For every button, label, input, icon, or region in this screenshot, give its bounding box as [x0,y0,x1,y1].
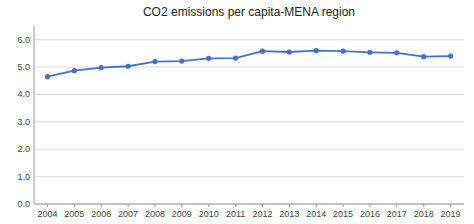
x-tick-label: 2017 [387,209,407,219]
x-tick-label: 2016 [360,209,380,219]
x-tick-label: 2011 [226,209,245,219]
y-tick-label: 0.0 [17,199,30,209]
y-tick-label: 6.0 [17,35,30,45]
grid-line [34,39,464,40]
marker [340,49,345,54]
y-tick-label: 3.0 [17,117,30,127]
grid-line [34,204,464,205]
chart: CO2 emissions per capita-MENA region 0.0 1… [0,0,474,224]
grid-line [34,121,464,122]
y-tick-label: 4.0 [17,89,30,99]
grid-line [34,149,464,150]
x-tick-label: 2008 [145,209,165,219]
background [0,0,474,224]
marker [367,50,372,55]
x-tick-label: 2013 [279,209,299,219]
x-tick-label: 2018 [414,209,434,219]
marker [314,48,319,53]
marker [394,50,399,55]
x-tick-label: 2006 [91,209,111,219]
marker [260,49,265,54]
marker [152,59,157,64]
x-tick-label: 2014 [306,209,326,219]
x-tick-label: 2019 [441,209,461,219]
marker [99,65,104,70]
x-tick-label: 2009 [172,209,192,219]
x-tick-label: 2004 [37,209,57,219]
marker [287,49,292,54]
marker [179,58,184,63]
x-tick-label: 2015 [333,209,353,219]
line [47,51,450,77]
marker [206,56,211,61]
x-tick-label: 2005 [64,209,84,219]
marker [72,68,77,73]
y-tick-label: 2.0 [17,144,30,154]
y-tick-label: 5.0 [17,62,30,72]
marker [45,74,50,79]
title: CO2 emissions per capita-MENA region [143,5,355,19]
marker [448,54,453,59]
x-tick-label: 2012 [252,209,272,219]
marker [125,64,130,69]
x-tick-label: 2007 [118,209,138,219]
plot-area [45,48,453,79]
grid-line [34,176,464,177]
x-tick-label: 2010 [199,209,219,219]
marker [421,54,426,59]
grid-line [34,94,464,95]
y-tick-label: 1.0 [17,172,30,182]
marker [233,55,238,60]
y-axis-line [34,26,35,204]
x-axis-line [34,204,464,205]
